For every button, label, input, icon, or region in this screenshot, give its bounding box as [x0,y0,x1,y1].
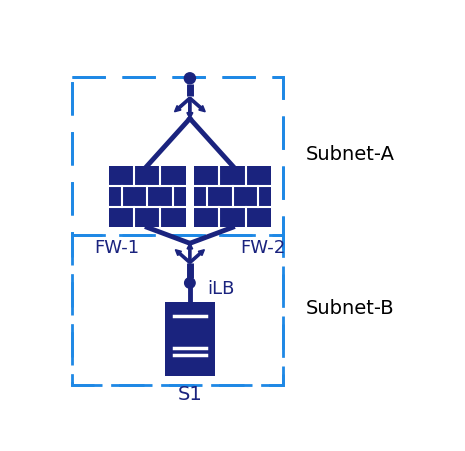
Bar [165,303,215,376]
Text: FW-2: FW-2 [240,239,286,257]
Circle shape [184,73,195,84]
FancyArrow shape [189,250,205,263]
FancyArrow shape [187,98,193,119]
Bar [72,77,283,385]
Text: Subnet-B: Subnet-B [306,299,395,318]
Text: iLB: iLB [207,280,234,298]
FancyArrow shape [189,97,205,112]
Circle shape [185,278,195,288]
Bar [72,235,283,385]
FancyArrow shape [187,243,193,262]
Bar [108,166,186,227]
FancyArrow shape [175,250,191,263]
Text: Subnet-A: Subnet-A [306,145,395,164]
FancyArrow shape [174,97,191,112]
Bar [72,77,283,235]
Text: FW-1: FW-1 [94,239,140,257]
Bar [194,166,271,227]
Text: S1: S1 [178,385,202,404]
